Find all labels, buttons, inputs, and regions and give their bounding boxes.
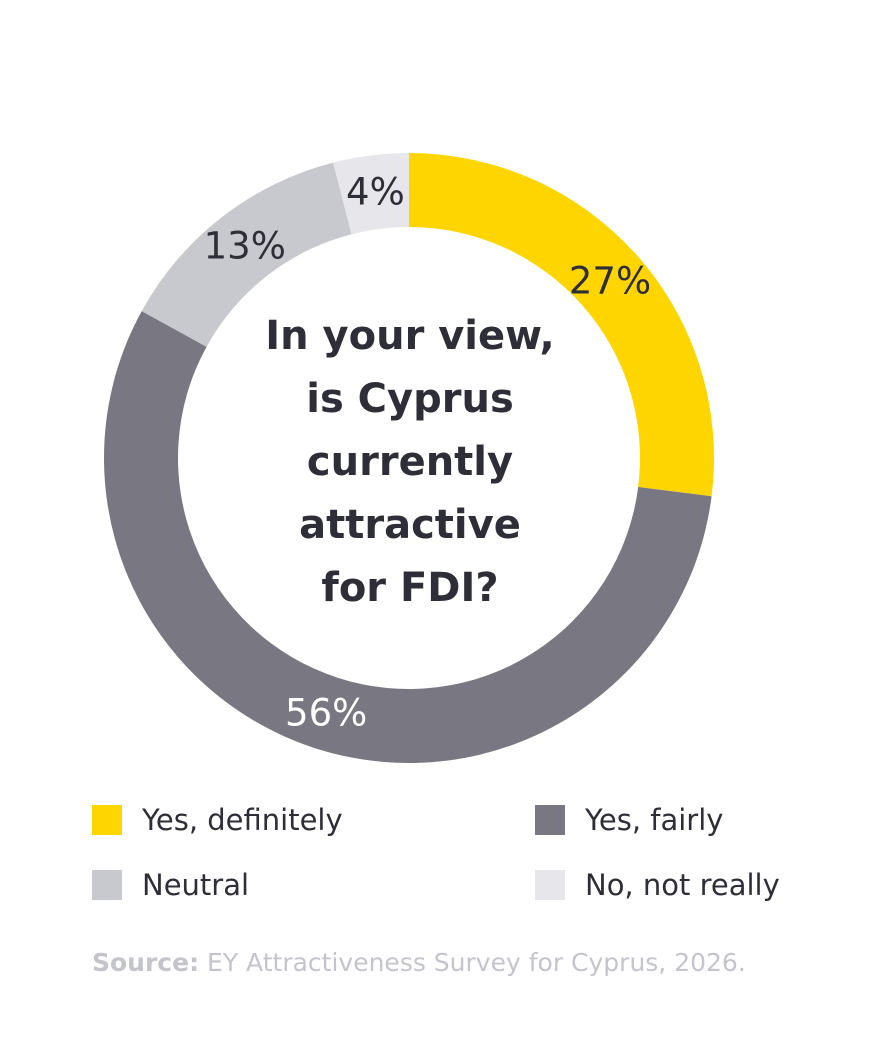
legend-swatch-no-not-really [535, 870, 565, 900]
slice-yes-definitely [409, 153, 714, 497]
title-line-2: is Cyprus [306, 376, 514, 422]
slice-value-label-yes-fairly: 56% [285, 691, 367, 734]
donut-chart: 27% 56% 13% 4% [103, 153, 714, 763]
chart-title: In your view, is Cyprus currently attrac… [235, 305, 585, 620]
slice-value-label-neutral: 13% [204, 225, 286, 268]
legend-swatch-neutral [92, 870, 122, 900]
legend-label-no-not-really: No, not really [585, 868, 780, 902]
slice-value-label-no-not-really: 4% [346, 171, 405, 214]
legend-label-neutral: Neutral [142, 868, 250, 902]
legend-item-neutral: Neutral [92, 865, 249, 905]
title-line-1: In your view, [265, 313, 555, 359]
title-line-5: for FDI? [321, 565, 499, 611]
legend-item-yes-definitely: Yes, definitely [92, 800, 343, 840]
source-text: EY Attractiveness Survey for Cyprus, 202… [199, 948, 746, 977]
slice-value-label-yes-definitely: 27% [569, 259, 651, 302]
legend-item-yes-fairly: Yes, fairly [535, 800, 723, 840]
slice-neutral [141, 162, 352, 347]
legend-swatch-yes-fairly [535, 805, 565, 835]
title-line-3: currently [306, 439, 514, 485]
slice-yes-fairly [103, 311, 712, 763]
legend-label-yes-fairly: Yes, fairly [585, 803, 724, 837]
source-note: Source: EY Attractiveness Survey for Cyp… [92, 948, 746, 977]
legend-label-yes-definitely: Yes, definitely [142, 803, 343, 837]
title-line-4: attractive [299, 502, 521, 548]
legend-item-no-not-really: No, not really [535, 865, 780, 905]
slice-no-not-really [333, 153, 409, 235]
source-label: Source: [92, 948, 200, 977]
legend-swatch-yes-definitely [92, 805, 122, 835]
